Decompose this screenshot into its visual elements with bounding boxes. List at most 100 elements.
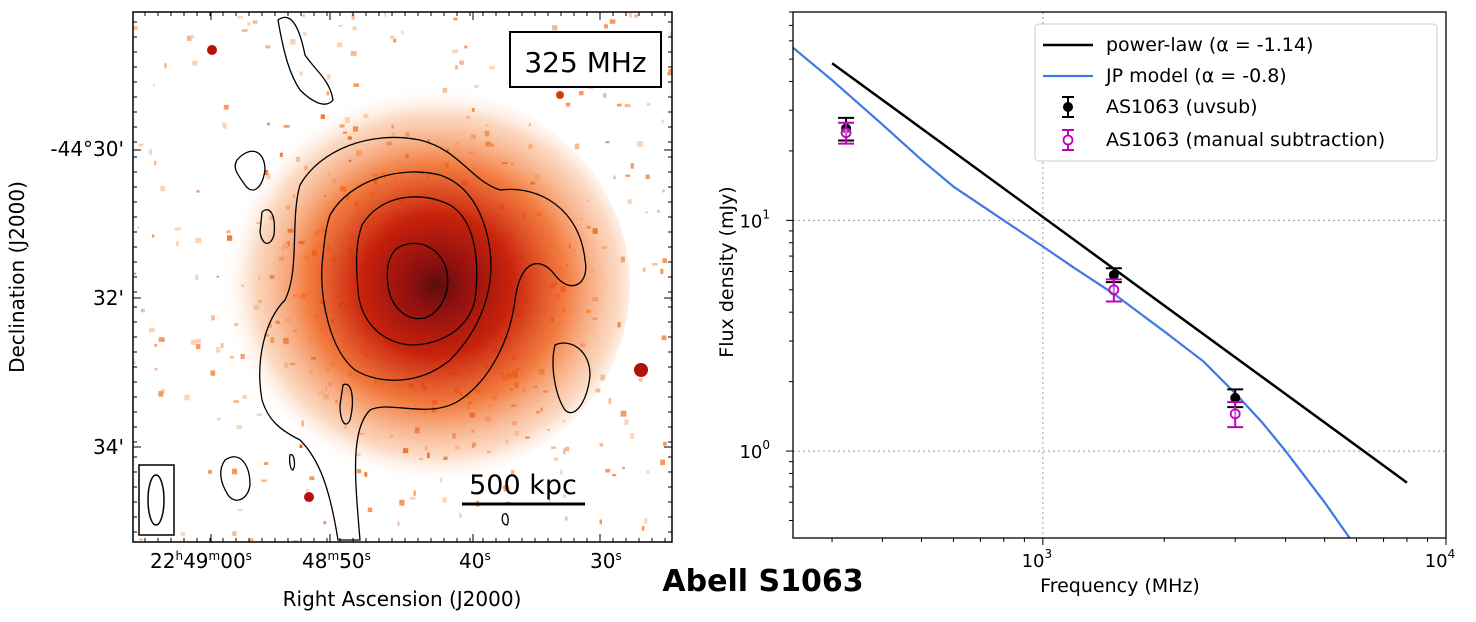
- noise-speckle: [390, 35, 395, 40]
- noise-speckle: [261, 479, 267, 482]
- noise-speckle: [604, 24, 608, 29]
- noise-speckle: [236, 425, 242, 429]
- radio-contours: [220, 16, 591, 541]
- beam-ellipse: [147, 474, 165, 526]
- noise-speckle: [154, 344, 157, 347]
- image-x-axis-label: Right Ascension (J2000): [283, 587, 522, 611]
- noise-speckle: [459, 513, 462, 518]
- noise-speckle: [459, 60, 464, 65]
- noise-speckle: [237, 16, 243, 19]
- noise-speckle: [190, 339, 197, 345]
- noise-speckle: [627, 199, 632, 204]
- noise-speckle: [662, 258, 667, 263]
- dec-tick-label: 32': [93, 286, 124, 310]
- noise-speckle: [630, 163, 634, 169]
- ra-tick-label: 22h49m00s: [150, 549, 252, 573]
- noise-speckle: [645, 174, 650, 179]
- legend-handle-uvsub: [1062, 96, 1074, 118]
- noise-speckle: [657, 210, 660, 213]
- noise-speckle: [252, 20, 258, 24]
- noise-speckle: [133, 272, 137, 275]
- noise-speckle: [660, 459, 665, 466]
- noise-speckle: [352, 26, 357, 30]
- legend-label-power-law: power-law (α = -1.14): [1106, 34, 1313, 56]
- noise-speckle: [158, 337, 165, 342]
- noise-speckle: [564, 446, 570, 452]
- noise-speckle: [624, 104, 631, 108]
- plot-frame: [792, 11, 1447, 539]
- noise-speckle: [629, 12, 632, 18]
- frequency-label: 325 MHz: [524, 46, 646, 79]
- data-points: [838, 116, 1244, 429]
- noise-speckle: [175, 241, 179, 247]
- noise-speckle: [669, 31, 672, 38]
- noise-speckle: [151, 234, 155, 238]
- noise-speckle: [232, 531, 237, 536]
- ra-tick-label: 48m50s: [302, 549, 371, 573]
- noise-speckle: [263, 462, 269, 465]
- noise-speckle: [409, 496, 416, 500]
- noise-speckle: [634, 14, 638, 18]
- radio-image-panel: 325 MHz 500 kpc 22h49m00s 48m50s 40s 30s…: [5, 11, 673, 611]
- noise-speckle: [453, 17, 458, 21]
- compact-sources: [207, 45, 648, 502]
- noise-speckle: [464, 45, 468, 49]
- noise-speckle: [474, 84, 479, 89]
- noise-speckle: [642, 267, 646, 273]
- noise-speckle: [630, 433, 634, 439]
- noise-speckle: [669, 325, 672, 329]
- noise-speckle: [652, 263, 658, 266]
- noise-speckle: [642, 525, 645, 531]
- noise-speckle: [293, 540, 298, 542]
- image-tick-marks: [133, 12, 672, 542]
- noise-speckle: [267, 122, 271, 126]
- noise-speckle: [140, 308, 145, 313]
- noise-speckle: [195, 274, 199, 280]
- noise-speckle: [624, 419, 629, 425]
- frequency-label-box: [509, 31, 662, 88]
- noise-speckle: [384, 12, 387, 17]
- noise-speckle: [413, 490, 416, 496]
- noise-speckle: [625, 174, 631, 177]
- noise-speckle: [137, 226, 140, 229]
- chart-y-axis-label: Flux density (mJy): [716, 186, 738, 357]
- noise-speckle: [668, 68, 672, 74]
- noise-speckle: [548, 498, 551, 503]
- noise-speckle: [608, 398, 612, 404]
- noise-speckle: [247, 21, 251, 26]
- noise-speckle: [637, 141, 644, 147]
- noise-speckle: [338, 24, 343, 27]
- noise-speckle: [196, 190, 200, 193]
- noise-speckle: [327, 74, 331, 80]
- manual-point: [838, 121, 855, 145]
- manual-point: [1105, 278, 1122, 303]
- noise-speckle: [222, 122, 225, 127]
- noise-speckle: [350, 51, 357, 56]
- noise-speckle: [367, 507, 373, 512]
- noise-speckle: [599, 519, 602, 525]
- noise-speckle: [663, 441, 667, 446]
- model-curves: [793, 46, 1408, 538]
- noise-speckle: [174, 227, 181, 231]
- noise-speckle: [565, 516, 568, 521]
- legend-handles: [1043, 43, 1093, 151]
- dec-tick-label: 34': [93, 435, 124, 459]
- chart-x-axis-label: Frequency (MHz): [1040, 575, 1200, 597]
- noise-speckle: [210, 370, 216, 376]
- noise-speckle: [233, 400, 239, 403]
- noise-speckle: [195, 237, 202, 244]
- image-y-axis-label: Declination (J2000): [5, 181, 29, 373]
- halo-emission: [200, 85, 630, 485]
- noise-speckle: [184, 394, 190, 401]
- noise-speckle: [563, 448, 566, 455]
- chart-tick-marks: [786, 11, 1447, 545]
- noise-speckle: [551, 446, 556, 449]
- spectrum-chart: 103 104 100 101 Frequency (MHz) Flux densit…: [716, 11, 1455, 597]
- beam-box: [138, 464, 175, 536]
- noise-speckle: [299, 71, 303, 76]
- noise-speckle: [180, 532, 186, 536]
- noise-speckle: [309, 476, 315, 481]
- noise-speckle: [223, 104, 229, 110]
- noise-speckle: [238, 509, 243, 512]
- noise-speckle: [646, 470, 650, 474]
